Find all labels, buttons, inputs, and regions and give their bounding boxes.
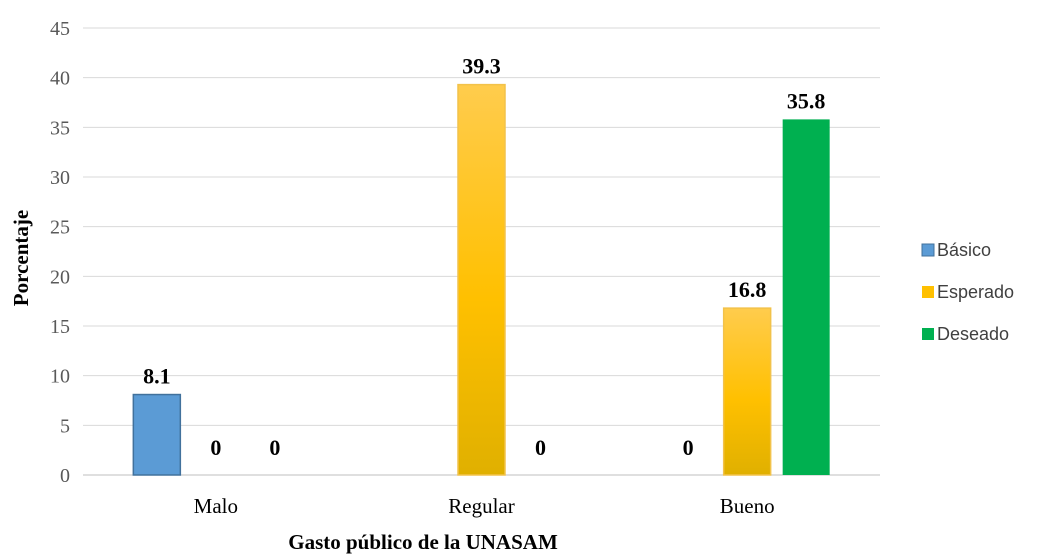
y-tick-label: 15: [50, 316, 70, 338]
data-label: 8.1: [143, 364, 171, 389]
y-tick-label: 35: [50, 117, 70, 139]
data-label: 0: [535, 435, 546, 460]
y-axis-title: Porcentaje: [9, 210, 33, 306]
data-label: 0: [210, 435, 221, 460]
data-label: 16.8: [728, 277, 767, 302]
x-category-label: Malo: [194, 494, 238, 518]
legend-label: Deseado: [937, 324, 1009, 344]
data-label: 39.3: [462, 54, 501, 79]
y-tick-label: 40: [50, 68, 70, 90]
x-category-label: Bueno: [720, 494, 775, 518]
legend-swatch: [922, 328, 934, 340]
data-label: 0: [683, 435, 694, 460]
y-tick-label: 30: [50, 167, 70, 189]
x-category-label: Regular: [448, 494, 514, 518]
x-axis-title: Gasto público de la UNASAM: [288, 530, 558, 554]
legend-label: Básico: [937, 240, 991, 260]
y-tick-label: 0: [60, 465, 70, 487]
legend: Básico Esperado Deseado: [921, 240, 1014, 344]
bar-basico: [132, 393, 182, 476]
bars: [132, 83, 830, 476]
data-label: 0: [269, 435, 280, 460]
y-tick-label: 25: [50, 217, 70, 239]
y-axis-ticks: 0 5 10 15 20 25 30 35 40 45: [50, 18, 70, 487]
legend-swatch: [922, 286, 934, 298]
y-tick-label: 20: [50, 266, 70, 288]
legend-swatch: [921, 243, 935, 257]
bar-esperado: [457, 83, 506, 476]
y-tick-label: 5: [60, 415, 70, 437]
x-axis-categories: Malo Regular Bueno: [194, 494, 775, 518]
y-tick-label: 45: [50, 18, 70, 40]
data-label: 35.8: [787, 88, 826, 113]
bar-deseado: [782, 119, 830, 476]
bar-esperado: [722, 307, 772, 476]
data-labels: 8.1 0 0 39.3 0 0 16.8 35.8: [143, 54, 825, 460]
legend-label: Esperado: [937, 282, 1014, 302]
y-tick-label: 10: [50, 366, 70, 388]
